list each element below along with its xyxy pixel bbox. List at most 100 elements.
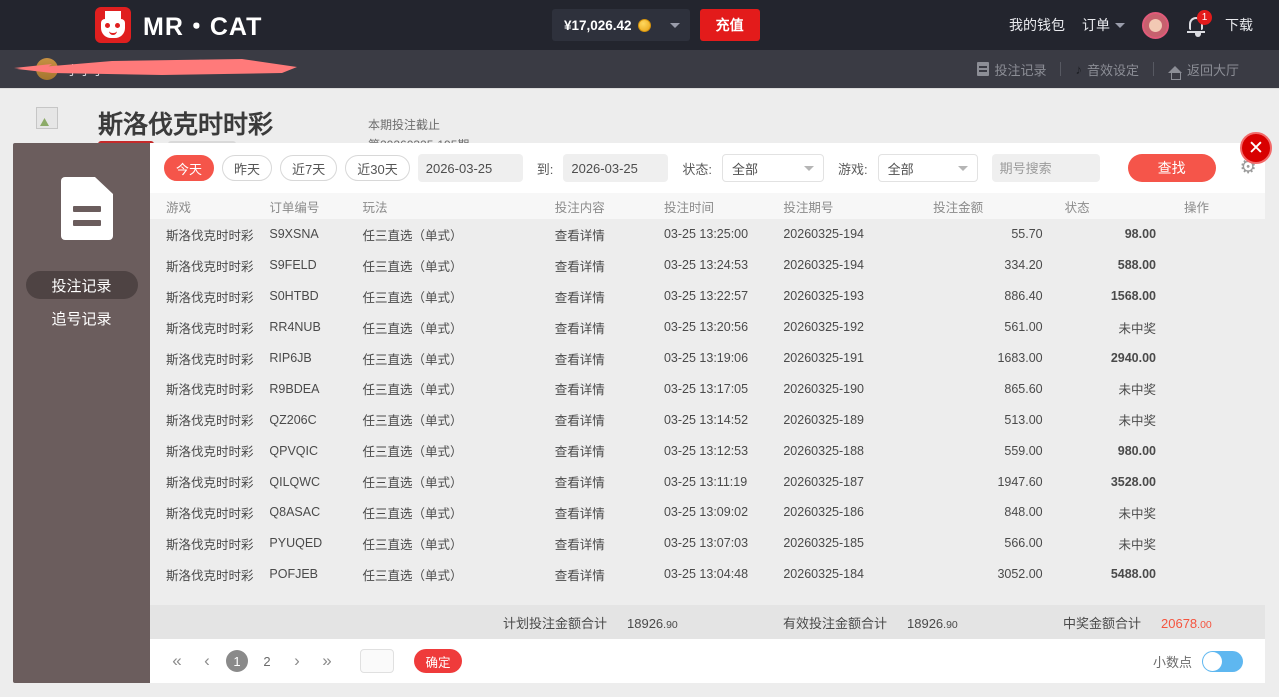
- notification-bell-icon[interactable]: 1: [1186, 10, 1212, 37]
- bet-records-label: 投注记录: [994, 62, 1047, 78]
- date-to-input[interactable]: [563, 154, 669, 182]
- bet-records-link[interactable]: 投注记录: [963, 60, 1060, 79]
- pagination-next[interactable]: ›: [294, 651, 300, 670]
- cell-status: 未中奖: [1064, 373, 1185, 405]
- cell-view-detail-link[interactable]: 查看详情: [554, 280, 664, 312]
- pagination-page-1[interactable]: 1: [226, 650, 248, 672]
- pagination-last[interactable]: »: [322, 651, 332, 670]
- divider: [1060, 62, 1062, 76]
- cell-order-id[interactable]: S0HTBD: [269, 280, 363, 312]
- close-icon[interactable]: ✕: [1240, 132, 1272, 164]
- cell-order-id[interactable]: Q8ASAC: [269, 497, 363, 528]
- wallet-balance-box[interactable]: ¥17,026.42: [552, 9, 660, 41]
- cell-game: 斯洛伐克时时彩: [150, 342, 270, 374]
- pagination-confirm-button[interactable]: 确定: [414, 649, 462, 673]
- totals-summary-row: 计划投注金额合计 18926.90 有效投注金额合计 18926.90 中奖金额合计 20…: [150, 605, 1265, 639]
- cell-order-id[interactable]: RR4NUB: [269, 311, 363, 343]
- cell-action: [1184, 342, 1265, 374]
- cell-amount: 3052.00: [933, 558, 1065, 590]
- cell-status: 5488.00: [1064, 558, 1185, 590]
- cell-view-detail-link[interactable]: 查看详情: [554, 404, 664, 436]
- cell-bet-time: 03-25 13:22:57: [663, 280, 784, 312]
- cell-order-id[interactable]: POFJEB: [269, 558, 363, 590]
- date-to-label: 到:: [536, 161, 554, 177]
- cell-order-id[interactable]: QILQWC: [269, 466, 363, 498]
- account-bar-actions: 投注记录 ♪ 音效设定 返回大厅: [963, 60, 1253, 80]
- sidebar-tab-bet-records[interactable]: 投注记录: [25, 271, 138, 299]
- cell-game: 斯洛伐克时时彩: [150, 466, 270, 498]
- cell-view-detail-link[interactable]: 查看详情: [554, 497, 664, 528]
- cell-order-id[interactable]: PYUQED: [269, 527, 363, 559]
- cell-view-detail-link[interactable]: 查看详情: [554, 311, 664, 343]
- th-status: 状态: [1064, 193, 1185, 219]
- home-icon: [1167, 65, 1182, 80]
- notification-badge: 1: [1197, 10, 1212, 25]
- pagination-bar: « ‹ 1 2 › » 确定 小数点: [150, 639, 1265, 683]
- back-to-lobby-link[interactable]: 返回大厅: [1154, 60, 1253, 80]
- status-select[interactable]: 全部: [721, 154, 824, 182]
- total-value: 18926.90: [627, 615, 678, 631]
- game-select[interactable]: 全部: [877, 154, 978, 182]
- document-icon: [977, 62, 990, 76]
- game-thumbnail-icon: [36, 107, 58, 129]
- modal-content: 今天 昨天 近7天 近30天 到: 状态: 全部 游戏: 全部 查找 ⚙: [150, 143, 1265, 683]
- cell-view-detail-link[interactable]: 查看详情: [554, 435, 664, 467]
- th-issue: 投注期号: [783, 193, 934, 219]
- filter-chip-last-30-days[interactable]: 近30天: [345, 155, 410, 181]
- cell-amount: 55.70: [933, 219, 1065, 250]
- nav-item-download[interactable]: 下载: [1225, 17, 1253, 33]
- cell-amount: 559.00: [933, 435, 1065, 467]
- table-row: 斯洛伐克时时彩 PYUQED 任三直选（单式） 查看详情 03-25 13:07:03 2…: [150, 527, 1265, 559]
- cell-order-id[interactable]: RIP6JB: [269, 342, 363, 374]
- nav-item-orders[interactable]: 订单: [1082, 15, 1125, 35]
- issue-search-input[interactable]: [991, 154, 1100, 182]
- cell-view-detail-link[interactable]: 查看详情: [554, 249, 664, 281]
- refresh-icon[interactable]: [195, 56, 212, 78]
- filter-chip-last-7-days[interactable]: 近7天: [280, 155, 338, 181]
- cell-playtype: 任三直选（单式）: [362, 249, 555, 281]
- pagination-page-2[interactable]: 2: [263, 653, 271, 669]
- find-button[interactable]: 查找: [1127, 154, 1216, 182]
- cell-order-id[interactable]: R9BDEA: [269, 373, 363, 405]
- eye-icon[interactable]: [220, 57, 237, 78]
- cell-amount: 334.20: [933, 249, 1065, 281]
- sidebar-tab-chase-records[interactable]: 追号记录: [51, 310, 112, 328]
- brand-logo-group[interactable]: MR・CAT: [95, 7, 262, 43]
- pagination-prev[interactable]: ‹: [204, 651, 210, 670]
- cell-playtype: 任三直选（单式）: [362, 527, 555, 559]
- cell-bet-time: 03-25 13:09:02: [663, 497, 784, 528]
- cell-order-id[interactable]: S9XSNA: [269, 219, 363, 250]
- cell-status: 未中奖: [1064, 404, 1185, 436]
- cell-view-detail-link[interactable]: 查看详情: [554, 373, 664, 405]
- cell-view-detail-link[interactable]: 查看详情: [554, 466, 664, 498]
- avatar[interactable]: [1142, 11, 1169, 39]
- cell-issue: 20260325-190: [783, 373, 934, 405]
- filter-chip-today[interactable]: 今天: [164, 155, 215, 181]
- recharge-button[interactable]: 充值: [699, 9, 760, 41]
- cell-action: [1184, 497, 1265, 528]
- table-row: 斯洛伐克时时彩 R9BDEA 任三直选（单式） 查看详情 03-25 13:17:05 2…: [150, 373, 1265, 405]
- cell-issue: 20260325-194: [783, 249, 934, 281]
- cell-order-id[interactable]: QPVQIC: [269, 435, 363, 467]
- cell-view-detail-link[interactable]: 查看详情: [554, 558, 664, 590]
- sound-settings-label: 音效设定: [1086, 62, 1139, 78]
- filter-chip-yesterday[interactable]: 昨天: [222, 155, 273, 181]
- decimal-toggle[interactable]: [1202, 650, 1243, 672]
- pagination-first[interactable]: «: [172, 651, 182, 670]
- table-row: 斯洛伐克时时彩 RR4NUB 任三直选（单式） 查看详情 03-25 13:20:56 2…: [150, 311, 1265, 343]
- th-content: 投注内容: [554, 193, 664, 219]
- cell-order-id[interactable]: S9FELD: [269, 249, 363, 281]
- sound-settings-link[interactable]: ♪ 音效设定: [1061, 60, 1153, 79]
- cell-action: [1184, 249, 1265, 281]
- cell-view-detail-link[interactable]: 查看详情: [554, 527, 664, 559]
- wallet-dropdown-toggle[interactable]: [659, 9, 690, 41]
- cat-logo-icon: [95, 7, 131, 43]
- nav-item-my-wallet[interactable]: 我的钱包: [1009, 17, 1065, 33]
- wallet-group[interactable]: ¥17,026.42 充值: [552, 9, 760, 41]
- cell-order-id[interactable]: QZ206C: [269, 404, 363, 436]
- cell-view-detail-link[interactable]: 查看详情: [554, 219, 664, 250]
- total-label: 有效投注金额合计: [783, 615, 888, 631]
- pagination-jump-input[interactable]: [360, 649, 394, 673]
- cell-view-detail-link[interactable]: 查看详情: [554, 342, 664, 374]
- date-from-input[interactable]: [417, 154, 523, 182]
